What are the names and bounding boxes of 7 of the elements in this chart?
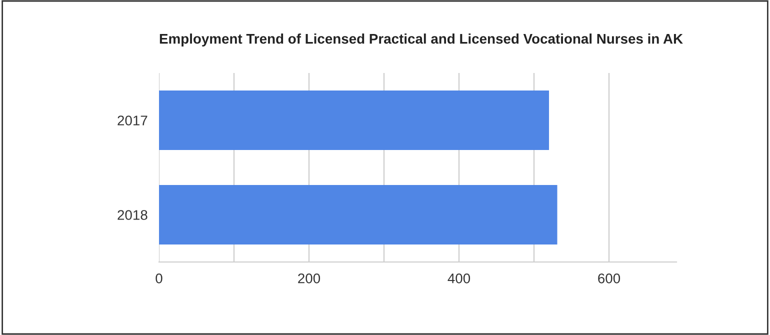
chart-title: Employment Trend of Licensed Practical and Licensed Vocational Nurses in AK [160,34,683,46]
x-tick-label: 0 [156,273,162,284]
x-tick-label: 600 [598,273,620,284]
x-tick-label: 200 [298,273,320,284]
y-tick-label: 2017 [118,116,148,126]
x-tick-label: 400 [448,273,470,284]
y-tick-label: 2018 [118,210,148,220]
